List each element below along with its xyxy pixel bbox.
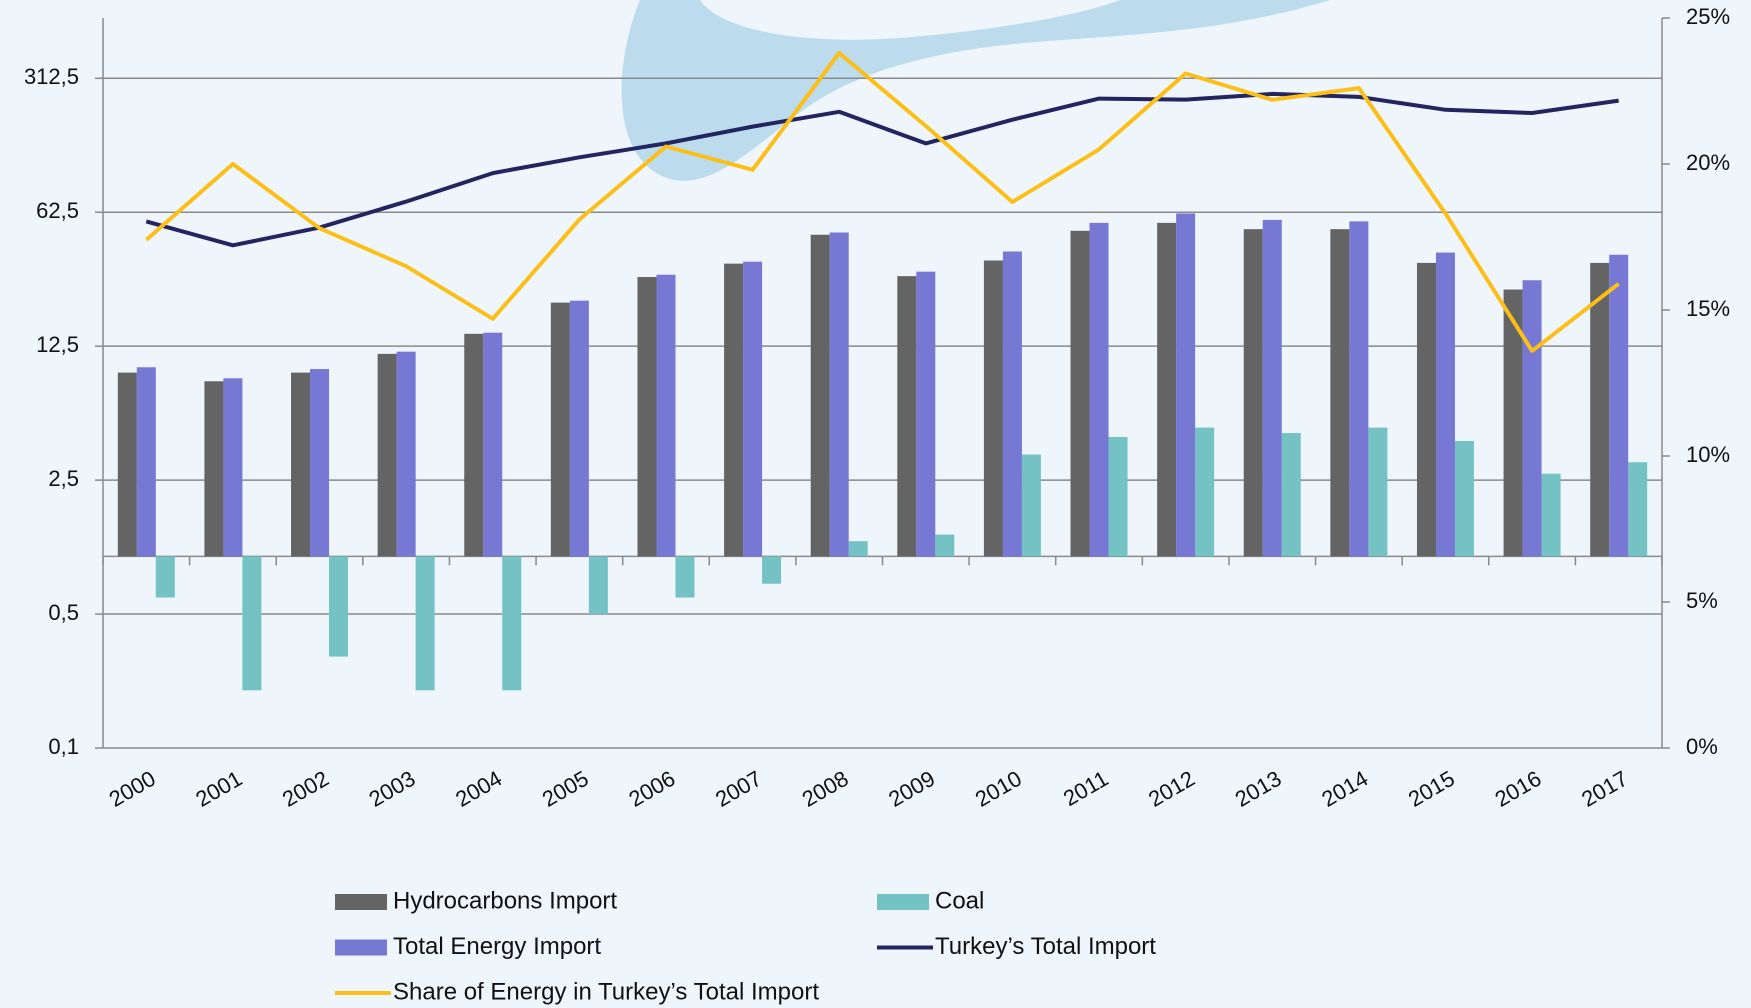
bar xyxy=(1454,441,1474,557)
bar xyxy=(1628,462,1648,557)
bar xyxy=(1330,229,1350,557)
bar xyxy=(117,372,137,557)
legend-label: Share of Energy in Turkey’s Total Import xyxy=(393,978,819,1005)
bar xyxy=(675,556,695,598)
bar xyxy=(829,232,849,557)
bar xyxy=(483,332,503,557)
bar xyxy=(1176,213,1196,557)
x-tick-label: 2015 xyxy=(1404,766,1459,812)
x-tick-label: 2007 xyxy=(711,766,766,812)
x-tick-label: 2006 xyxy=(624,766,679,812)
bar xyxy=(1195,427,1215,557)
bar xyxy=(204,381,224,557)
y2-tick-label: 5% xyxy=(1686,588,1718,613)
y-tick-label: 2,5 xyxy=(48,466,79,491)
x-tick-label: 2008 xyxy=(798,766,853,812)
legend-label: Turkey’s Total Import xyxy=(935,933,1156,960)
bar xyxy=(1281,433,1301,557)
bar xyxy=(1243,229,1263,557)
bar xyxy=(1089,222,1109,557)
bar xyxy=(502,556,522,691)
bar xyxy=(588,556,608,615)
plot-area: 0,1 0,5 2,5 12,5 62,5 312,5 0% 5% 10% 15% 20% 25% 20… xyxy=(24,4,1730,812)
x-tick-label: 2017 xyxy=(1577,766,1632,812)
bar xyxy=(762,556,782,584)
x-tick-label: 2000 xyxy=(105,766,160,812)
bar xyxy=(242,556,262,691)
line xyxy=(145,91,1619,248)
bar xyxy=(916,271,936,557)
bar xyxy=(724,263,744,557)
bar xyxy=(569,300,589,557)
bar xyxy=(310,369,330,557)
bar xyxy=(1368,427,1388,557)
bar xyxy=(550,302,570,557)
y2-tick-label: 15% xyxy=(1686,296,1730,321)
bar xyxy=(415,556,435,691)
bar xyxy=(1002,251,1022,557)
bar xyxy=(464,333,484,557)
x-tick-label: 2001 xyxy=(191,766,246,812)
bar xyxy=(1349,221,1369,557)
x-tick-label: 2002 xyxy=(278,766,333,812)
y-tick-label: 62,5 xyxy=(36,198,79,223)
bar xyxy=(897,276,917,557)
x-tick-label: 2005 xyxy=(538,766,593,812)
bar xyxy=(377,353,397,557)
bar xyxy=(155,556,175,598)
x-tick-label: 2003 xyxy=(365,766,420,812)
legend-swatch xyxy=(335,894,387,910)
y-tick-label: 0,1 xyxy=(48,734,79,759)
x-tick-label: 2011 xyxy=(1059,766,1112,811)
bar xyxy=(1157,222,1177,557)
bar xyxy=(1416,262,1436,557)
y-tick-label: 12,5 xyxy=(36,332,79,357)
bar xyxy=(1522,280,1542,557)
x-tick-label: 2013 xyxy=(1231,766,1286,812)
x-tick-label: 2010 xyxy=(971,766,1026,812)
x-tick-label: 2009 xyxy=(884,766,939,812)
bar xyxy=(396,351,416,557)
y-tick-label: 312,5 xyxy=(24,64,79,89)
x-tick-label: 2016 xyxy=(1491,766,1546,812)
y-tick-label: 0,5 xyxy=(48,600,79,625)
x-tick-label: 2004 xyxy=(451,766,506,812)
legend-label: Hydrocarbons Import xyxy=(393,887,617,914)
legend-label: Coal xyxy=(935,887,984,914)
line xyxy=(144,51,1620,353)
bar xyxy=(935,534,955,557)
bar xyxy=(1609,254,1629,557)
legend: Hydrocarbons Import Coal Total Energy Impo… xyxy=(335,887,1156,1005)
bar xyxy=(1108,436,1128,557)
bar xyxy=(743,261,763,557)
bar xyxy=(1262,219,1282,557)
legend-swatch xyxy=(335,939,387,956)
bar xyxy=(1021,454,1041,557)
bar xyxy=(1435,252,1455,557)
x-tick-label: 2012 xyxy=(1144,766,1199,812)
bar xyxy=(329,556,349,657)
bar xyxy=(656,274,676,557)
y2-tick-label: 25% xyxy=(1686,4,1730,29)
x-tick-label: 2014 xyxy=(1317,766,1372,812)
background-decoration xyxy=(621,0,1330,181)
bar xyxy=(1070,230,1090,557)
bar xyxy=(1541,473,1561,557)
bar xyxy=(291,372,311,557)
bar xyxy=(223,378,243,557)
bar xyxy=(1503,289,1523,557)
bar xyxy=(136,367,156,557)
legend-swatch xyxy=(877,894,929,910)
bar xyxy=(1590,262,1610,557)
y2-tick-label: 10% xyxy=(1686,442,1730,467)
bar xyxy=(848,541,868,557)
bar xyxy=(983,260,1003,557)
bar xyxy=(810,234,830,557)
y2-tick-label: 20% xyxy=(1686,150,1730,175)
y2-tick-label: 0% xyxy=(1686,734,1718,759)
legend-label: Total Energy Import xyxy=(393,933,601,960)
bar xyxy=(637,277,657,557)
